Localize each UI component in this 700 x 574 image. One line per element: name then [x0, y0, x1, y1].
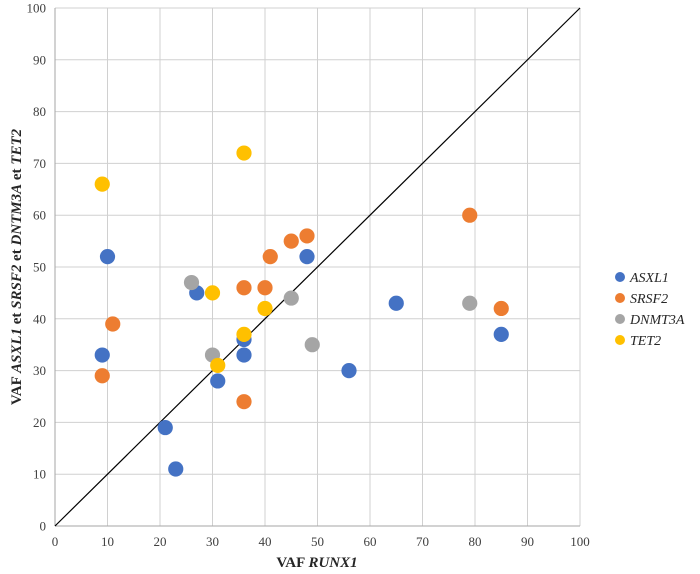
- point-dnmt3a: [283, 290, 299, 306]
- point-asxl1: [168, 461, 184, 477]
- legend: ASXL1 SRSF2 DNMT3A TET2: [615, 271, 685, 349]
- point-asxl1: [299, 249, 315, 265]
- axis-title-part: et: [9, 165, 25, 184]
- data-points: [94, 145, 509, 477]
- x-tick-label: 100: [570, 534, 590, 549]
- legend-marker-srsf2: [615, 293, 625, 303]
- point-srsf2: [236, 394, 252, 410]
- point-srsf2: [236, 280, 252, 296]
- point-srsf2: [493, 300, 509, 317]
- x-tick-label: 90: [521, 534, 534, 549]
- x-tick-labels: 0 10 20 30 40 50 60 70 80 90 100: [52, 534, 590, 549]
- legend-label-asxl1: ASXL1: [629, 271, 669, 286]
- point-srsf2: [462, 207, 478, 223]
- y-axis-title: VAF ASXL1 et SRSF2 et DNTM3A et TET2: [9, 128, 25, 405]
- point-srsf2: [283, 233, 299, 249]
- x-tick-label: 70: [416, 534, 429, 549]
- point-tet2: [94, 176, 110, 192]
- point-asxl1: [99, 249, 116, 265]
- point-dnmt3a: [304, 337, 320, 353]
- y-tick-label: 60: [33, 208, 46, 223]
- point-srsf2: [105, 316, 121, 332]
- point-tet2: [257, 300, 273, 317]
- legend-item-dnmt3a: DNMT3A: [615, 313, 685, 328]
- reference-line: [54, 7, 581, 527]
- point-asxl1: [157, 419, 173, 436]
- series-dnmt3a: [183, 274, 478, 363]
- point-tet2: [204, 285, 221, 301]
- x-tick-label: 20: [154, 534, 167, 549]
- x-axis-title: VAF RUNX1: [276, 555, 357, 571]
- x-tick-label: 0: [52, 534, 59, 549]
- point-asxl1: [94, 347, 110, 363]
- point-asxl1: [388, 295, 404, 311]
- point-srsf2: [94, 368, 110, 384]
- axes: [54, 8, 580, 527]
- y-tick-label: 90: [33, 52, 46, 67]
- point-srsf2: [262, 249, 278, 265]
- x-tick-label: 80: [469, 534, 482, 549]
- y-tick-label: 100: [27, 1, 47, 16]
- point-asxl1: [341, 363, 357, 379]
- axis-title-part: SRSF2: [9, 264, 25, 309]
- point-asxl1: [236, 347, 252, 363]
- legend-label-srsf2: SRSF2: [630, 292, 668, 307]
- x-tick-label: 60: [364, 534, 377, 549]
- y-tick-label: 80: [33, 104, 46, 119]
- y-tick-label: 30: [33, 363, 46, 378]
- y-tick-label: 0: [40, 519, 47, 534]
- point-tet2: [236, 326, 252, 342]
- axis-title-part: TET2: [9, 128, 25, 164]
- axis-title-part: VAF: [276, 555, 308, 571]
- legend-item-srsf2: SRSF2: [615, 292, 668, 307]
- point-srsf2: [299, 228, 315, 244]
- point-dnmt3a: [183, 274, 200, 291]
- series-srsf2: [94, 207, 509, 410]
- series-tet2: [94, 145, 273, 374]
- axis-title-part: et: [9, 309, 25, 328]
- x-tick-label: 50: [311, 534, 324, 549]
- axis-title-part: VAF: [9, 373, 25, 405]
- axis-title-part: DNTM3A: [9, 184, 25, 247]
- point-asxl1: [210, 373, 226, 389]
- y-tick-label: 40: [33, 311, 46, 326]
- axis-title-part: RUNX1: [307, 555, 357, 571]
- point-srsf2: [257, 280, 273, 296]
- legend-marker-asxl1: [615, 272, 625, 282]
- legend-item-tet2: TET2: [615, 334, 661, 349]
- point-tet2: [236, 145, 252, 161]
- legend-marker-dnmt3a: [615, 314, 625, 324]
- y-tick-label: 20: [33, 415, 46, 430]
- x-tick-label: 30: [206, 534, 219, 549]
- legend-label-tet2: TET2: [630, 334, 661, 349]
- gridlines: [55, 7, 581, 526]
- y-tick-label: 50: [33, 260, 46, 275]
- legend-item-asxl1: ASXL1: [615, 271, 669, 286]
- diagonal-line: [54, 7, 581, 527]
- axis-title-part: ASXL1: [9, 328, 25, 374]
- point-tet2: [210, 357, 226, 374]
- point-asxl1: [493, 326, 509, 342]
- legend-marker-tet2: [615, 335, 625, 345]
- axis-title-part: et: [9, 246, 25, 265]
- y-tick-label: 10: [33, 467, 46, 482]
- y-tick-labels: 0 10 20 30 40 50 60 70 80 90 100: [27, 1, 47, 534]
- x-tick-label: 40: [259, 534, 272, 549]
- y-tick-label: 70: [33, 156, 46, 171]
- point-dnmt3a: [462, 295, 478, 311]
- x-tick-label: 10: [101, 534, 114, 549]
- legend-label-dnmt3a: DNMT3A: [629, 313, 685, 328]
